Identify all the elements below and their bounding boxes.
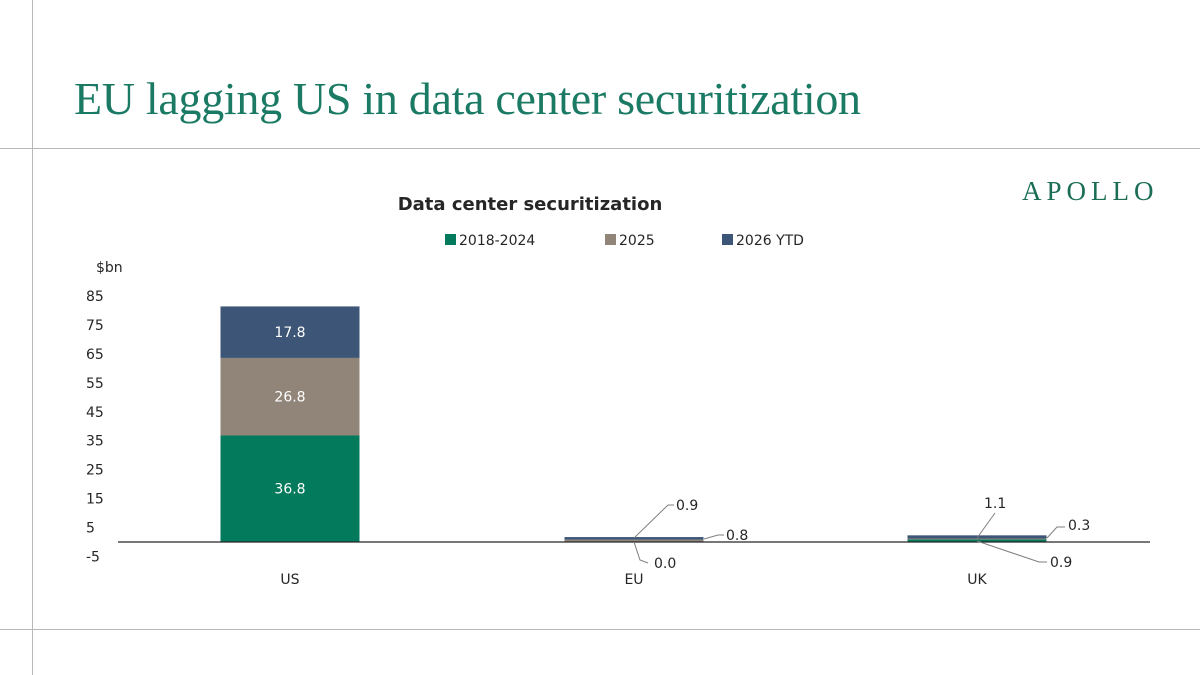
- data-label-eu-2018-2024: 0.0: [654, 556, 676, 572]
- leader-line-eu-2025: [703, 534, 724, 540]
- bars: 36.8 26.8 17.8: [220, 306, 1047, 542]
- legend-label-2026-ytd: 2026 YTD: [736, 233, 804, 249]
- data-label-eu-2026-ytd: 0.9: [676, 498, 698, 514]
- legend-swatch-2026-ytd: [722, 234, 733, 245]
- chart-title: Data center securitization: [398, 194, 663, 215]
- footer-divider-line: [0, 629, 1200, 630]
- bar-eu-2026-ytd: [564, 537, 704, 540]
- bar-uk-2026-ytd: [907, 535, 1047, 539]
- data-label-eu-2025: 0.8: [726, 528, 748, 544]
- bar-us-2026-ytd: [220, 306, 360, 358]
- bar-us-2018-2024: [220, 435, 360, 542]
- y-axis-unit-label: $bn: [96, 260, 123, 276]
- legend-label-2018-2024: 2018-2024: [459, 233, 535, 249]
- y-tick-label: 65: [86, 347, 104, 363]
- data-label-callouts: 0.9 0.8 0.0 1.1 0.3 0.9: [633, 496, 1090, 572]
- slide-title: EU lagging US in data center securitizat…: [74, 73, 861, 124]
- title-divider-line: [0, 148, 1200, 149]
- apollo-logo: APOLLO: [1022, 176, 1159, 206]
- legend-swatch-2025: [605, 234, 616, 245]
- y-tick-label: 5: [86, 521, 95, 537]
- bar-eu-2025: [564, 539, 704, 542]
- bar-uk-2025: [907, 538, 1047, 540]
- leader-line-eu-2026-ytd: [633, 504, 674, 539]
- bar-us-2025: [220, 357, 360, 436]
- chart-legend: 2018-2024 2025 2026 YTD: [445, 233, 804, 249]
- legend-swatch-2018-2024: [445, 234, 456, 245]
- leader-line-uk-2025: [1046, 526, 1065, 539]
- y-tick-label: 45: [86, 405, 104, 421]
- leader-line-uk-2018-2024: [976, 540, 1047, 563]
- data-label-us-2018-2024: 36.8: [274, 482, 305, 498]
- left-divider-line: [32, 0, 33, 675]
- data-label-us-2025: 26.8: [274, 390, 305, 406]
- leader-line-eu-2018-2024: [633, 541, 649, 564]
- legend-label-2025: 2025: [619, 233, 655, 249]
- y-tick-label: 15: [86, 492, 104, 508]
- x-label-us: US: [280, 572, 299, 588]
- data-label-us-2026-ytd: 17.8: [274, 325, 305, 341]
- y-tick-label: 25: [86, 463, 104, 479]
- data-label-uk-2025: 0.3: [1068, 518, 1090, 534]
- leader-line-uk-2026-ytd: [976, 512, 996, 539]
- bar-uk-2018-2024: [907, 539, 1047, 542]
- data-label-uk-2018-2024: 0.9: [1050, 555, 1072, 571]
- x-label-uk: UK: [967, 572, 987, 588]
- x-label-eu: EU: [624, 572, 643, 588]
- data-label-uk-2026-ytd: 1.1: [984, 496, 1006, 512]
- y-tick-label: 75: [86, 318, 104, 334]
- y-tick-label: -5: [86, 549, 100, 565]
- x-axis-labels: US EU UK: [280, 572, 987, 588]
- y-tick-label: 35: [86, 434, 104, 450]
- y-tick-label: 85: [86, 289, 104, 305]
- y-axis-ticks: 85 75 65 55 45 35 25 15 5 -5: [86, 289, 104, 565]
- y-tick-label: 55: [86, 376, 104, 392]
